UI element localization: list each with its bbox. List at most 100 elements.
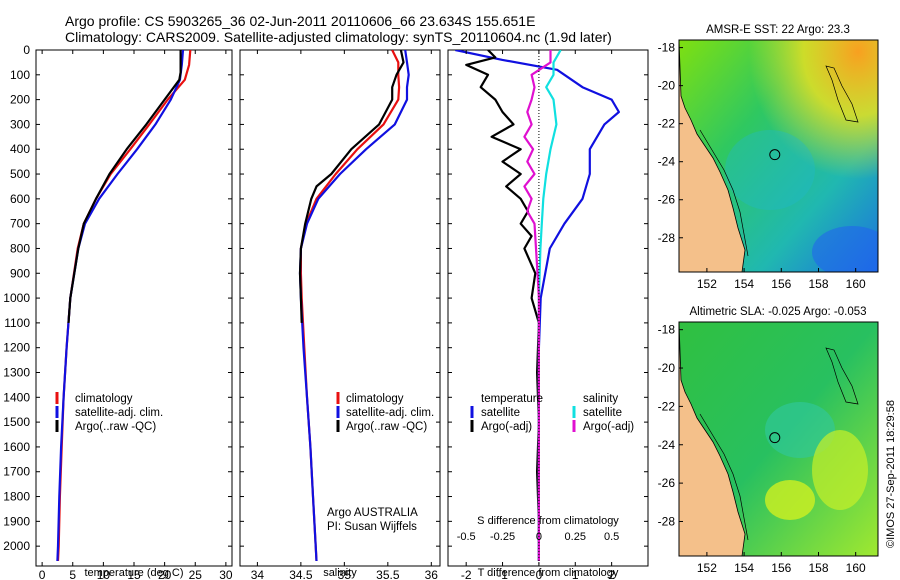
sla-teal-patch: [765, 402, 835, 458]
x-tick-label: 2: [608, 568, 615, 580]
legend-heading-temperature: temperature: [481, 393, 543, 405]
map-y-tick-label: -20: [658, 79, 676, 93]
series-line: [298, 50, 405, 323]
x-tick-label: 15: [127, 568, 141, 580]
salinity-panel: [239, 49, 441, 567]
x-tick-label: 34: [251, 568, 265, 580]
map-x-tick-label: 160: [846, 277, 866, 291]
depth-tick-label: 1600: [3, 440, 30, 454]
temperature-panel: [35, 49, 233, 567]
x-tick-label: 20: [158, 568, 172, 580]
depth-tick-label: 1000: [3, 291, 30, 305]
depth-tick-label: 500: [10, 167, 30, 181]
map-y-tick-label: -28: [658, 514, 676, 528]
x-tick-label: 35: [338, 568, 352, 580]
difference-series: [455, 50, 621, 561]
x-tick-label: 30: [219, 568, 233, 580]
depth-tick-label: 1200: [3, 341, 30, 355]
imos-watermark: ©IMOS 27-Sep-2011 18:29:58: [885, 400, 897, 548]
depth-tick-label: 100: [10, 68, 30, 82]
x-tick-label: 5: [69, 568, 76, 580]
sla-yellow-patch: [812, 430, 868, 510]
map-y-tick-label: -18: [658, 41, 676, 55]
depth-tick-label: 1900: [3, 514, 30, 528]
reef-contour: [825, 347, 859, 405]
reef-contour: [825, 65, 859, 123]
x-axes: 0 5 10 15 20 25 30 34 34.5 35 35.5 36 -2 -1 0 1 2 -0.5 -0.…: [39, 50, 619, 580]
sst-map-title: AMSR-E SST: 22 Argo: 23.3: [706, 24, 850, 36]
sst-map-frame: [678, 39, 879, 273]
difference-legend: temperature satellite Argo(-adj) salinit…: [470, 393, 634, 527]
depth-tick-label: 1800: [3, 490, 30, 504]
difference-panel: [447, 49, 649, 567]
map-y-tick-label: -20: [658, 361, 676, 375]
sla-map-ticks: 152 154 156 158 160 -18 -20 -22 -24 -26 -28: [658, 323, 866, 575]
sla-yellow-patch: [765, 480, 815, 520]
series-line: [56, 50, 185, 562]
map-x-tick-label: 160: [846, 561, 866, 575]
argo-annotation-line2: PI: Susan Wijffels: [327, 521, 417, 533]
series-line: [298, 50, 410, 562]
series-line: [465, 50, 541, 561]
legend-label-satellite: satellite-adj. clim.: [75, 407, 163, 419]
legend-heading-salinity: salinity: [583, 393, 618, 405]
sla-map-title: Altimetric SLA: -0.025 Argo: -0.053: [689, 306, 866, 318]
difference-xlabel: T difference from climatology: [478, 567, 619, 579]
map-y-tick-label: -18: [658, 323, 676, 337]
map-x-tick-label: 154: [734, 561, 754, 575]
bathymetry-contour: [699, 413, 749, 541]
x-tick-label: 0: [39, 568, 46, 580]
series-line: [523, 50, 552, 561]
s-tick-label: 0.5: [604, 531, 619, 543]
map-y-tick-label: -26: [658, 476, 676, 490]
map-x-tick-label: 152: [697, 561, 717, 575]
legend-label-satellite: satellite-adj. clim.: [346, 407, 434, 419]
sst-map: [679, 40, 878, 272]
sst-cool-patch: [812, 226, 878, 272]
s-tick-label: -0.25: [490, 531, 515, 543]
x-tick-label: 34.5: [289, 568, 313, 580]
x-tick-label: 10: [97, 568, 111, 580]
map-x-tick-label: 156: [771, 277, 791, 291]
depth-tick-label: 1700: [3, 465, 30, 479]
argo-float-marker: [769, 432, 781, 444]
map-y-tick-label: -24: [658, 155, 676, 169]
map-x-tick-label: 152: [697, 277, 717, 291]
depth-tick-label: 2000: [3, 539, 30, 553]
map-y-tick-label: -28: [658, 231, 676, 245]
depth-tick-label: 1400: [3, 390, 30, 404]
depth-tick-label: 600: [10, 192, 30, 206]
depth-tick-label: 1300: [3, 366, 30, 380]
map-x-tick-label: 156: [771, 561, 791, 575]
s-tick-label: 0.25: [565, 531, 586, 543]
temperature-xlabel: temperature (deg C): [84, 567, 183, 579]
x-tick-label: -1: [497, 568, 508, 580]
header-line2: Climatology: CARS2009. Satellite-adjuste…: [65, 29, 612, 45]
depth-tick-label: 700: [10, 217, 30, 231]
coastline-land: [679, 40, 746, 272]
depth-tick-label: 200: [10, 93, 30, 107]
depth-tick-label: 1500: [3, 415, 30, 429]
s-tick-label: -0.5: [457, 531, 476, 543]
map-y-tick-label: -24: [658, 438, 676, 452]
legend-label-s-argo: Argo(-adj): [583, 421, 634, 433]
sst-cyan-patch: [725, 130, 815, 210]
sla-map: [679, 322, 878, 556]
legend-label-argo: Argo(..raw -QC): [75, 421, 156, 433]
sla-map-frame: [678, 321, 879, 557]
s-difference-label: S difference from climatology: [477, 515, 619, 527]
temperature-legend: climatology satellite-adj. clim. Argo(..…: [55, 392, 163, 433]
sst-map-ticks: 152 154 156 158 160 -18 -20 -22 -24 -26 -28: [658, 41, 866, 291]
x-tick-label: 1: [572, 568, 579, 580]
legend-label-climatology: climatology: [75, 393, 133, 405]
map-y-tick-label: -22: [658, 399, 676, 413]
temperature-series: [56, 50, 192, 562]
legend-label-climatology: climatology: [346, 393, 404, 405]
salinity-legend: climatology satellite-adj. clim. Argo(..…: [327, 392, 434, 533]
legend-label-t-argo: Argo(-adj): [481, 421, 532, 433]
bathymetry-contour: [699, 129, 749, 257]
header-line1: Argo profile: CS 5903265_36 02-Jun-2011 …: [65, 13, 535, 29]
legend-label-t-satellite: satellite: [481, 407, 520, 419]
x-tick-label: 25: [189, 568, 203, 580]
